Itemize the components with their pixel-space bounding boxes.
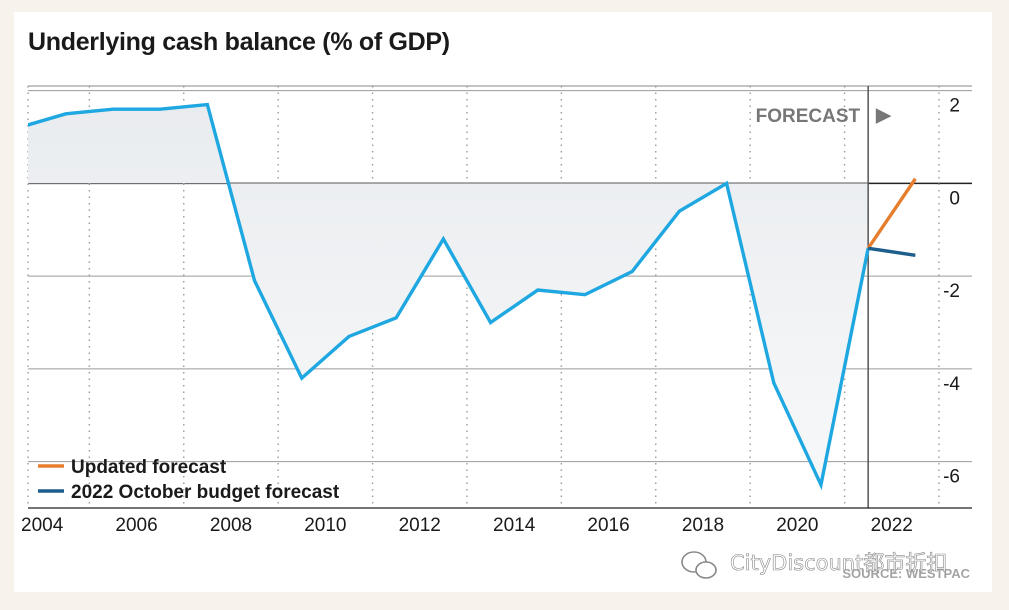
- x-tick-label: 2020: [776, 515, 818, 536]
- watermark-text: CityDiscount都市折扣: [730, 551, 947, 575]
- x-tick-label: 2008: [210, 515, 252, 536]
- x-tick-label: 2004: [21, 515, 64, 536]
- watermark-backdrop: [672, 547, 972, 581]
- forecast-label: FORECAST: [756, 106, 861, 127]
- wechat-bubble-small: [695, 561, 717, 579]
- x-tick-label: 2014: [493, 515, 536, 536]
- y-tick-label: 2: [949, 96, 960, 117]
- y-tick-label: -2: [943, 281, 960, 302]
- legend-label: 2022 October budget forecast: [71, 482, 340, 503]
- y-tick-label: -6: [943, 467, 960, 488]
- area-fill: [28, 104, 869, 485]
- x-tick-label: 2010: [304, 515, 346, 536]
- forecast-arrow-icon: ▶: [875, 105, 892, 126]
- x-tick-label: 2022: [871, 515, 913, 536]
- x-tick-label: 2006: [115, 515, 157, 536]
- chart-title: Underlying cash balance (% of GDP): [28, 28, 450, 56]
- series-line-updated-forecast: [866, 177, 917, 250]
- x-tick-label: 2016: [587, 515, 629, 536]
- x-tick-label: 2012: [399, 515, 441, 536]
- legend-label: Updated forecast: [71, 457, 227, 478]
- series-line-actual: [28, 102, 870, 491]
- y-tick-label: -4: [943, 374, 960, 395]
- wechat-icon: [681, 551, 717, 579]
- y-tick-label: 0: [949, 188, 960, 209]
- x-tick-label: 2018: [682, 515, 724, 536]
- series-line-october-budget-forecast: [867, 246, 916, 257]
